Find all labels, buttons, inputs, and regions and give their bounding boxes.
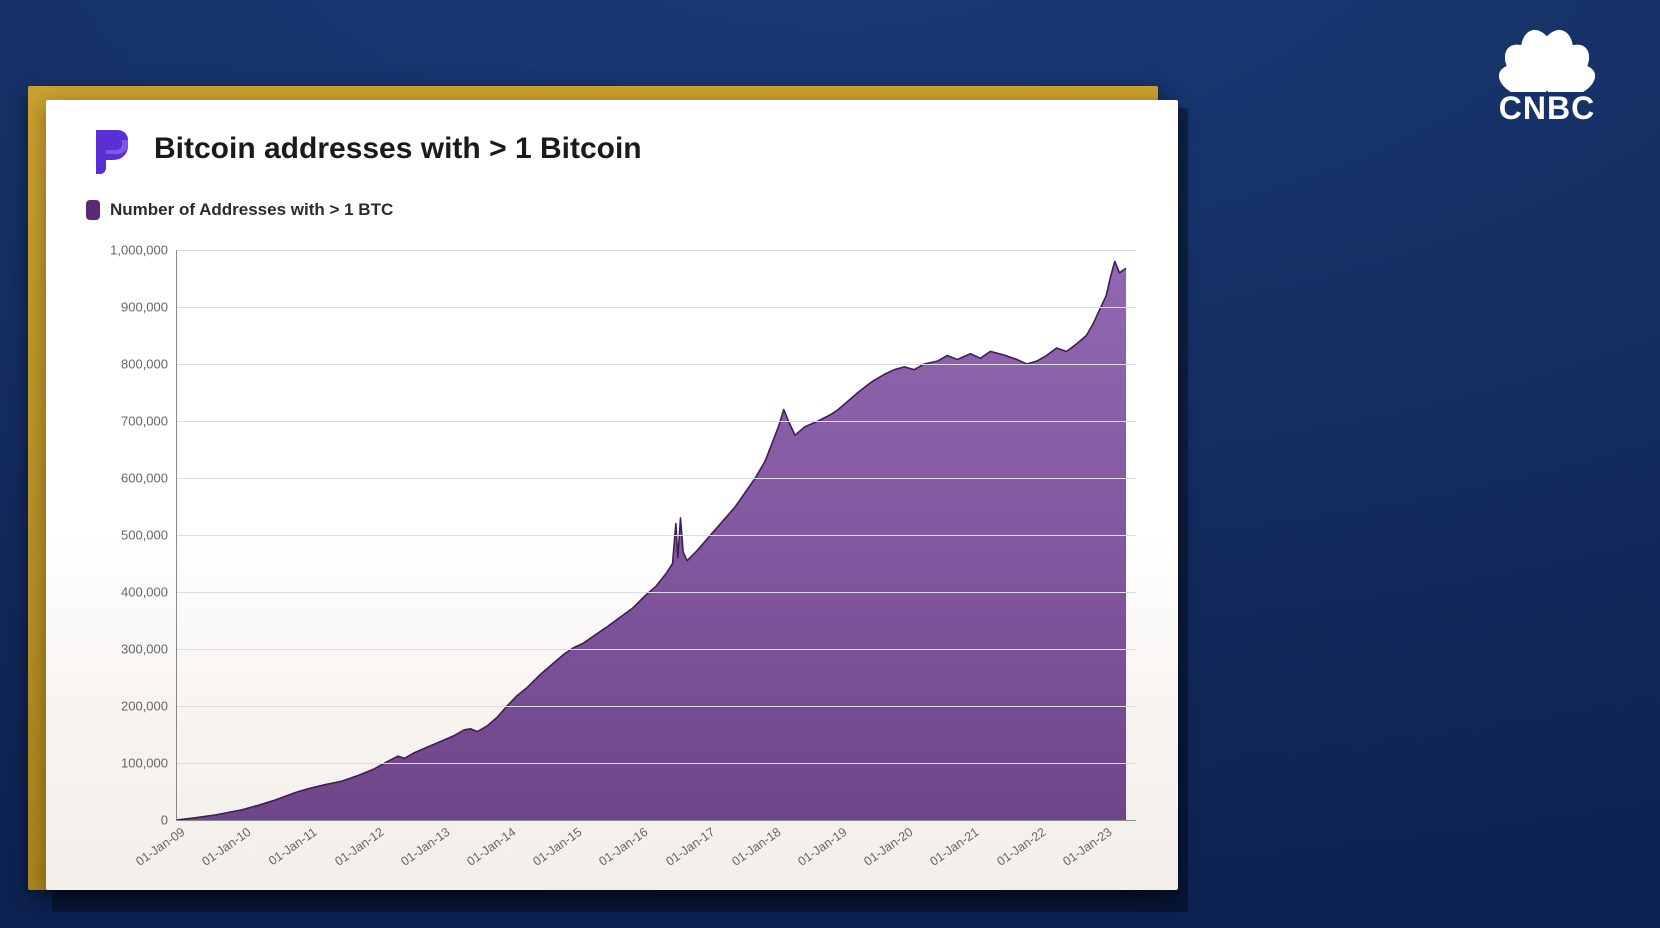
gridline — [176, 364, 1136, 365]
source-logo-icon — [86, 124, 136, 174]
y-tick-label: 500,000 — [121, 528, 176, 543]
gridline — [176, 250, 1136, 251]
gridline — [176, 763, 1136, 764]
y-axis — [176, 250, 177, 820]
y-tick-label: 800,000 — [121, 357, 176, 372]
y-tick-label: 400,000 — [121, 585, 176, 600]
y-tick-label: 1,000,000 — [110, 243, 176, 258]
gridline — [176, 592, 1136, 593]
series-area — [176, 261, 1126, 820]
gridline — [176, 535, 1136, 536]
stage: CNBC Bitcoin addresses with > 1 Bitcoin … — [0, 0, 1660, 928]
cnbc-label: CNBC — [1499, 90, 1595, 127]
legend-swatch — [86, 200, 100, 220]
y-tick-label: 700,000 — [121, 414, 176, 429]
y-tick-label: 900,000 — [121, 300, 176, 315]
y-tick-label: 300,000 — [121, 642, 176, 657]
gridline — [176, 649, 1136, 650]
chart-title: Bitcoin addresses with > 1 Bitcoin — [154, 132, 642, 166]
plot-area: 0100,000200,000300,000400,000500,000600,… — [176, 250, 1136, 820]
gridline — [176, 421, 1136, 422]
gridline — [176, 478, 1136, 479]
legend-label: Number of Addresses with > 1 BTC — [110, 200, 393, 220]
gridline — [176, 307, 1136, 308]
peacock-icon — [1472, 12, 1622, 92]
x-axis — [176, 820, 1136, 821]
y-tick-label: 100,000 — [121, 756, 176, 771]
chart-legend: Number of Addresses with > 1 BTC — [86, 200, 393, 220]
y-tick-label: 600,000 — [121, 471, 176, 486]
chart-panel: Bitcoin addresses with > 1 Bitcoin Numbe… — [46, 100, 1178, 890]
y-tick-label: 200,000 — [121, 699, 176, 714]
gridline — [176, 706, 1136, 707]
chart-header: Bitcoin addresses with > 1 Bitcoin — [86, 124, 642, 174]
cnbc-logo: CNBC — [1462, 12, 1632, 132]
